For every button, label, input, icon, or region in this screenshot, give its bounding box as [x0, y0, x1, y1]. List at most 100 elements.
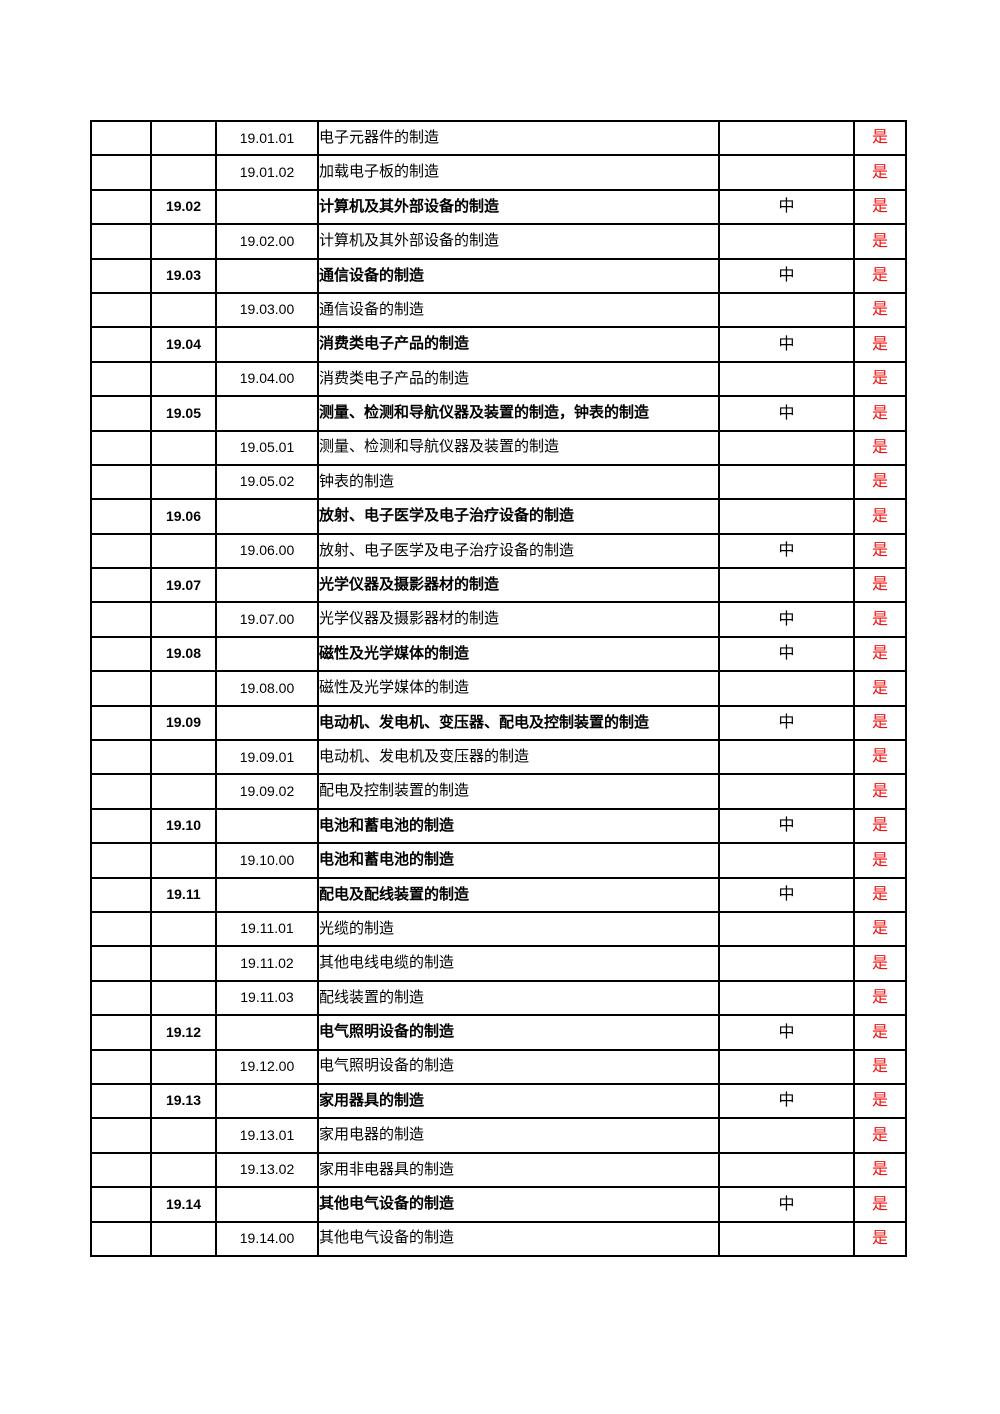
cell-included-flag: 是 — [853, 291, 907, 329]
cell-included-flag: 是 — [853, 842, 907, 879]
cell-blank-1 — [90, 567, 152, 604]
cell-blank-1 — [90, 119, 152, 157]
cell-blank-1 — [90, 1014, 152, 1051]
cell-description: 放射、电子医学及电子治疗设备的制造 — [317, 532, 720, 570]
cell-category-code: 19.05 — [150, 395, 217, 432]
cell-description: 加载电子板的制造 — [317, 154, 720, 191]
cell-description: 计算机及其外部设备的制造 — [317, 223, 720, 260]
cell-item-code: 19.13.01 — [215, 1117, 319, 1154]
cell-category-code: 19.03 — [150, 257, 217, 294]
cell-scale-level: 中 — [718, 704, 855, 742]
cell-scale-level: 中 — [718, 532, 855, 570]
table-row: 19.05 测量、检测和导航仪器及装置的制造，钟表的制造中是 — [90, 395, 907, 432]
cell-item-code: 19.09.02 — [215, 773, 319, 810]
cell-scale-level: 中 — [718, 635, 855, 673]
cell-included-flag: 是 — [853, 257, 907, 294]
cell-included-flag: 是 — [853, 635, 907, 673]
cell-included-flag: 是 — [853, 807, 907, 845]
cell-item-code: 19.04.00 — [215, 360, 319, 398]
cell-category-code — [150, 1117, 217, 1154]
cell-item-code — [215, 188, 319, 226]
cell-description: 家用器具的制造 — [317, 1082, 720, 1120]
cell-scale-level: 中 — [718, 1014, 855, 1051]
cell-blank-1 — [90, 1117, 152, 1154]
cell-blank-1 — [90, 291, 152, 329]
cell-item-code: 19.01.02 — [215, 154, 319, 191]
cell-blank-1 — [90, 498, 152, 535]
cell-description: 电池和蓄电池的制造 — [317, 842, 720, 879]
cell-description: 消费类电子产品的制造 — [317, 360, 720, 398]
cell-scale-level — [718, 1151, 855, 1189]
cell-description: 通信设备的制造 — [317, 291, 720, 329]
cell-scale-level — [718, 1117, 855, 1154]
cell-scale-level — [718, 945, 855, 982]
cell-scale-level — [718, 291, 855, 329]
cell-blank-1 — [90, 1082, 152, 1120]
cell-item-code: 19.08.00 — [215, 670, 319, 707]
cell-item-code: 19.05.01 — [215, 429, 319, 466]
cell-item-code: 19.11.01 — [215, 910, 319, 948]
cell-category-code — [150, 1220, 217, 1257]
cell-blank-1 — [90, 326, 152, 363]
cell-included-flag: 是 — [853, 395, 907, 432]
cell-scale-level — [718, 498, 855, 535]
cell-scale-level — [718, 1220, 855, 1257]
cell-blank-1 — [90, 1220, 152, 1257]
cell-item-code — [215, 395, 319, 432]
table-row: 19.13 家用器具的制造中是 — [90, 1082, 907, 1120]
cell-blank-1 — [90, 945, 152, 982]
cell-included-flag: 是 — [853, 532, 907, 570]
table-row: 19.11.03 配线装置的制造 是 — [90, 979, 907, 1017]
table-row: 19.11 配电及配线装置的制造中是 — [90, 876, 907, 913]
cell-category-code: 19.13 — [150, 1082, 217, 1120]
table-row: 19.09 电动机、发电机、变压器、配电及控制装置的制造中是 — [90, 704, 907, 742]
cell-included-flag: 是 — [853, 1186, 907, 1223]
cell-included-flag: 是 — [853, 1151, 907, 1189]
cell-scale-level — [718, 670, 855, 707]
cell-blank-1 — [90, 1151, 152, 1189]
cell-category-code: 19.12 — [150, 1014, 217, 1051]
cell-description: 电子元器件的制造 — [317, 119, 720, 157]
table-row: 19.09.02 配电及控制装置的制造 是 — [90, 773, 907, 810]
cell-scale-level: 中 — [718, 188, 855, 226]
cell-description: 测量、检测和导航仪器及装置的制造 — [317, 429, 720, 466]
cell-category-code — [150, 739, 217, 776]
cell-blank-1 — [90, 807, 152, 845]
cell-scale-level: 中 — [718, 395, 855, 432]
cell-blank-1 — [90, 773, 152, 810]
cell-scale-level — [718, 739, 855, 776]
cell-included-flag: 是 — [853, 360, 907, 398]
cell-included-flag: 是 — [853, 739, 907, 776]
cell-included-flag: 是 — [853, 979, 907, 1017]
cell-included-flag: 是 — [853, 704, 907, 742]
cell-category-code: 19.07 — [150, 567, 217, 604]
cell-description: 磁性及光学媒体的制造 — [317, 635, 720, 673]
cell-scale-level — [718, 223, 855, 260]
table-row: 19.06 放射、电子医学及电子治疗设备的制造 是 — [90, 498, 907, 535]
cell-scale-level: 中 — [718, 1082, 855, 1120]
table-row: 19.07.00 光学仪器及摄影器材的制造中是 — [90, 601, 907, 638]
cell-description: 计算机及其外部设备的制造 — [317, 188, 720, 226]
cell-category-code: 19.11 — [150, 876, 217, 913]
cell-blank-1 — [90, 635, 152, 673]
table-row: 19.14 其他电气设备的制造中是 — [90, 1186, 907, 1223]
table-row: 19.08.00 磁性及光学媒体的制造 是 — [90, 670, 907, 707]
cell-scale-level — [718, 119, 855, 157]
cell-description: 通信设备的制造 — [317, 257, 720, 294]
cell-category-code — [150, 291, 217, 329]
cell-included-flag: 是 — [853, 1048, 907, 1085]
table-row: 19.11.02 其他电线电缆的制造 是 — [90, 945, 907, 982]
cell-item-code: 19.07.00 — [215, 601, 319, 638]
cell-scale-level: 中 — [718, 1186, 855, 1223]
cell-item-code — [215, 876, 319, 913]
cell-category-code — [150, 842, 217, 879]
cell-included-flag: 是 — [853, 567, 907, 604]
table-row: 19.04 消费类电子产品的制造中是 — [90, 326, 907, 363]
cell-included-flag: 是 — [853, 429, 907, 466]
table-row: 19.06.00 放射、电子医学及电子治疗设备的制造中是 — [90, 532, 907, 570]
cell-scale-level: 中 — [718, 876, 855, 913]
cell-blank-1 — [90, 601, 152, 638]
cell-item-code — [215, 567, 319, 604]
cell-description: 电气照明设备的制造 — [317, 1014, 720, 1051]
cell-included-flag: 是 — [853, 154, 907, 191]
